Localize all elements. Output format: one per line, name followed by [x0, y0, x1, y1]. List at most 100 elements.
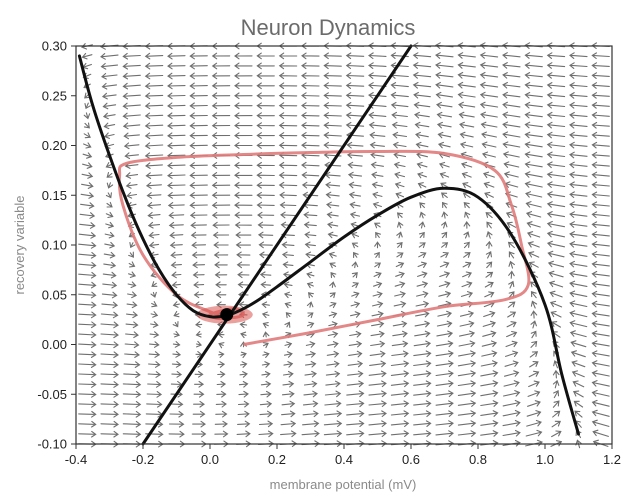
vector-arrow	[258, 420, 274, 428]
vector-arrow	[192, 261, 206, 269]
vector-arrow	[123, 132, 140, 140]
vector-arrow	[371, 171, 384, 179]
vector-arrow	[435, 370, 454, 378]
vector-arrow	[100, 341, 119, 349]
vector-arrow	[103, 122, 116, 130]
vector-arrow	[549, 300, 563, 308]
vector-arrow	[524, 171, 543, 178]
vector-arrow	[505, 350, 519, 357]
vector-arrow	[195, 330, 202, 338]
vector-arrow	[234, 102, 253, 110]
vector-arrow	[83, 122, 90, 129]
vector-arrow	[100, 53, 119, 60]
vector-arrow	[441, 231, 448, 239]
vector-arrow	[169, 231, 184, 239]
vector-arrow	[546, 101, 566, 109]
vector-arrow	[459, 330, 476, 338]
vector-arrow	[100, 430, 119, 438]
vector-arrow	[569, 101, 588, 109]
vector-arrow	[101, 72, 118, 80]
vector-arrow	[463, 241, 470, 249]
vector-arrow	[122, 420, 142, 428]
vector-arrow	[435, 350, 454, 358]
vector-arrow	[211, 211, 231, 219]
vector-arrow	[148, 231, 160, 239]
vector-arrow	[508, 291, 515, 299]
vector-arrow	[78, 381, 97, 388]
vector-arrow	[301, 132, 320, 139]
vector-arrow	[457, 71, 476, 79]
vector-arrow	[189, 72, 208, 80]
vector-arrow	[262, 331, 270, 338]
vector-arrow	[240, 351, 247, 359]
vector-arrow	[211, 122, 231, 129]
vector-arrow	[507, 241, 515, 249]
vector-arrow	[78, 341, 97, 349]
vector-arrow	[546, 230, 566, 238]
vector-arrow	[147, 211, 161, 219]
vector-arrow	[167, 52, 186, 60]
vector-arrow	[256, 161, 275, 169]
vector-arrow	[479, 52, 499, 59]
vector-arrow	[419, 202, 426, 209]
vector-arrow	[173, 310, 180, 318]
vector-arrow	[351, 232, 360, 239]
vector-arrow	[502, 111, 521, 119]
vector-arrow	[546, 181, 566, 188]
vector-arrow	[480, 400, 499, 407]
vector-arrow	[502, 131, 521, 139]
x-tick-label: 1.2	[603, 452, 621, 467]
vector-arrow	[591, 270, 610, 278]
vector-arrow	[189, 201, 208, 209]
vector-arrow	[345, 72, 365, 79]
vector-arrow	[78, 242, 97, 249]
vector-arrow	[212, 221, 230, 229]
vector-arrow	[374, 251, 380, 259]
vector-arrow	[82, 152, 93, 159]
vector-arrow	[461, 281, 473, 288]
vector-arrow	[440, 251, 449, 258]
vector-arrow	[256, 142, 275, 149]
vector-arrow	[167, 72, 186, 80]
vector-arrow	[524, 62, 543, 69]
vector-arrow	[546, 151, 566, 159]
vector-arrow	[524, 91, 543, 99]
vector-arrow	[128, 251, 134, 258]
vector-arrow	[550, 310, 562, 318]
vector-arrow	[413, 430, 432, 437]
vector-arrow	[480, 370, 499, 377]
vector-arrow	[368, 52, 387, 60]
vector-arrow	[591, 201, 610, 209]
vector-arrow	[393, 301, 407, 308]
vector-arrow	[78, 371, 97, 378]
vector-arrow	[546, 121, 566, 129]
vector-arrow	[215, 410, 228, 418]
vector-arrow	[214, 430, 229, 438]
vector-arrow	[302, 420, 320, 428]
vector-arrow	[234, 201, 253, 209]
vector-arrow	[457, 410, 477, 417]
vector-arrow	[552, 379, 560, 389]
vector-arrow	[526, 231, 541, 238]
vector-arrow	[100, 351, 119, 359]
vector-arrow	[281, 410, 296, 418]
vector-arrow	[100, 401, 119, 408]
vector-arrow	[416, 161, 428, 169]
x-tick-label: 0.6	[402, 452, 420, 467]
vector-arrow	[122, 52, 141, 60]
vector-arrow	[347, 360, 364, 368]
vector-arrow	[215, 281, 227, 289]
vector-arrow	[100, 410, 119, 418]
vector-arrow	[106, 171, 113, 178]
vector-arrow	[237, 271, 250, 279]
vector-arrow	[189, 172, 208, 179]
vector-arrow	[417, 172, 427, 179]
vector-arrow	[237, 281, 250, 289]
vector-arrow	[234, 162, 253, 169]
vector-arrow	[591, 320, 610, 328]
vector-arrow	[442, 201, 448, 209]
vector-arrow	[549, 290, 563, 298]
vector-arrow	[167, 182, 186, 189]
vector-arrow	[457, 420, 477, 427]
vector-arrow	[481, 350, 498, 357]
